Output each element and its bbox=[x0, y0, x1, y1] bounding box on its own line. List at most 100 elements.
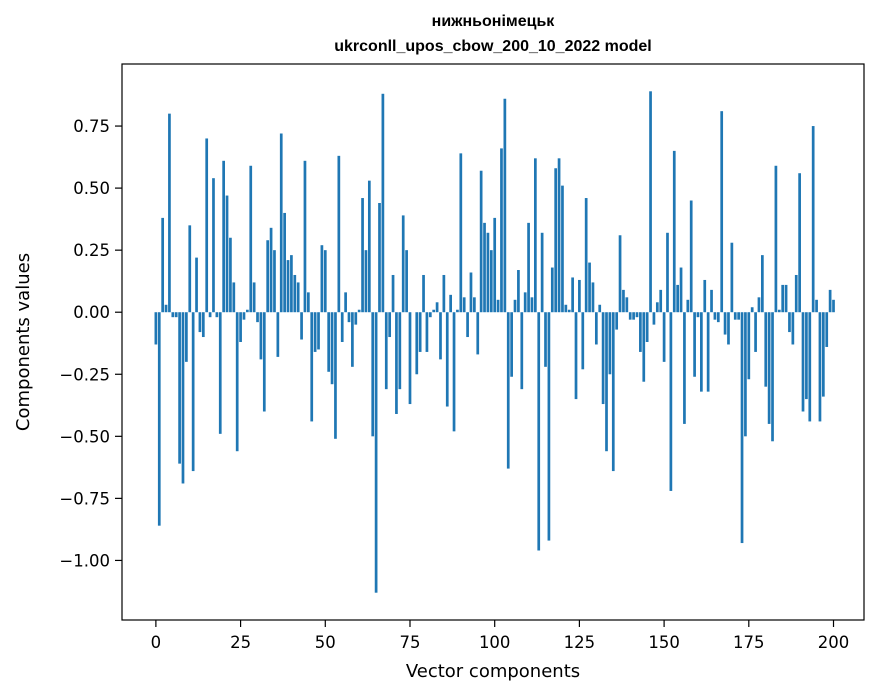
bar-119 bbox=[557, 158, 561, 313]
bar-93 bbox=[469, 272, 473, 313]
bar-134 bbox=[608, 312, 612, 375]
bar-133 bbox=[605, 312, 608, 452]
bar-99 bbox=[489, 250, 493, 313]
bar-143 bbox=[639, 312, 642, 352]
bar-160 bbox=[696, 312, 700, 318]
bar-159 bbox=[693, 312, 696, 377]
bar-186 bbox=[784, 284, 788, 313]
bar-19 bbox=[218, 312, 222, 434]
x-tick-label-75: 75 bbox=[399, 633, 420, 652]
bar-87 bbox=[449, 294, 453, 313]
bar-103 bbox=[503, 98, 507, 313]
bar-64 bbox=[371, 312, 375, 437]
bar-144 bbox=[642, 312, 646, 382]
bar-124 bbox=[574, 312, 578, 400]
bar-107 bbox=[517, 270, 520, 313]
bar-0 bbox=[154, 312, 158, 345]
bar-102 bbox=[500, 148, 503, 313]
bar-132 bbox=[601, 312, 605, 405]
bar-104 bbox=[506, 312, 510, 469]
bar-153 bbox=[672, 150, 676, 313]
bar-55 bbox=[340, 312, 344, 342]
y-axis-ticks: 0.75 0.50 0.25 0.00 −0.25 −0.50 −0.75 −1.00 bbox=[59, 117, 122, 570]
bar-126 bbox=[581, 312, 585, 370]
x-tick-label-175: 175 bbox=[733, 633, 765, 652]
bar-25 bbox=[239, 312, 242, 342]
bar-61 bbox=[361, 198, 364, 313]
bar-62 bbox=[364, 250, 368, 313]
bar-90 bbox=[459, 153, 463, 313]
bar-177 bbox=[754, 312, 757, 352]
bar-3 bbox=[164, 304, 168, 313]
bar-121 bbox=[564, 304, 568, 313]
bar-14 bbox=[201, 312, 205, 338]
bar-96 bbox=[479, 170, 483, 313]
bar-86 bbox=[445, 312, 449, 407]
bar-51 bbox=[327, 312, 331, 372]
bar-101 bbox=[496, 299, 500, 313]
bar-123 bbox=[571, 277, 574, 313]
plot-frame bbox=[121, 63, 865, 621]
bar-181 bbox=[767, 312, 771, 424]
bar-127 bbox=[584, 198, 588, 313]
bar-84 bbox=[439, 312, 442, 360]
bar-23 bbox=[232, 282, 236, 313]
bar-167 bbox=[720, 111, 724, 313]
bar-173 bbox=[740, 312, 744, 544]
bar-85 bbox=[442, 274, 446, 313]
bar-34 bbox=[269, 227, 273, 313]
bar-60 bbox=[357, 309, 361, 313]
bar-149 bbox=[659, 289, 663, 313]
bar-197 bbox=[821, 312, 825, 397]
bar-161 bbox=[700, 312, 703, 392]
x-tick-label-125: 125 bbox=[564, 633, 596, 652]
bar-118 bbox=[554, 168, 558, 313]
bar-8 bbox=[181, 312, 185, 484]
bar-112 bbox=[533, 158, 537, 313]
bar-115 bbox=[544, 312, 547, 367]
bar-120 bbox=[561, 185, 564, 313]
bar-198 bbox=[825, 312, 829, 347]
bar-75 bbox=[408, 312, 412, 405]
bar-83 bbox=[435, 302, 439, 313]
bar-187 bbox=[788, 312, 791, 333]
bar-67 bbox=[381, 93, 385, 313]
bar-183 bbox=[774, 165, 778, 313]
bar-170 bbox=[730, 242, 734, 313]
bar-27 bbox=[246, 309, 249, 313]
bar-185 bbox=[781, 284, 785, 313]
bar-191 bbox=[801, 312, 805, 412]
bar-10 bbox=[188, 225, 192, 313]
bar-113 bbox=[537, 312, 541, 551]
x-axis-label: Vector components bbox=[406, 661, 580, 682]
bar-109 bbox=[523, 292, 527, 313]
bar-7 bbox=[178, 312, 181, 464]
bar-179 bbox=[761, 255, 764, 313]
bar-79 bbox=[422, 274, 425, 313]
bar-66 bbox=[378, 203, 381, 313]
bar-200 bbox=[832, 299, 835, 313]
bar-22 bbox=[229, 237, 232, 313]
y-tick-label-7: −1.00 bbox=[59, 551, 110, 570]
chart-title-line-2: ukrconll_upos_cbow_200_10_2022 model bbox=[334, 38, 651, 55]
bar-168 bbox=[723, 312, 727, 335]
bar-31 bbox=[259, 312, 263, 360]
bar-6 bbox=[174, 312, 178, 318]
bar-42 bbox=[296, 282, 300, 313]
chart-title-line-1: нижньонімецьк bbox=[432, 13, 556, 30]
bar-125 bbox=[578, 279, 581, 313]
bar-140 bbox=[628, 312, 632, 320]
bar-139 bbox=[625, 297, 629, 313]
bar-68 bbox=[384, 312, 388, 390]
bar-1 bbox=[157, 312, 161, 526]
y-tick-label-2: 0.25 bbox=[73, 241, 110, 260]
bar-164 bbox=[710, 289, 713, 313]
bar-56 bbox=[344, 292, 347, 313]
bar-38 bbox=[283, 212, 286, 313]
bar-45 bbox=[306, 292, 310, 313]
bar-95 bbox=[476, 312, 480, 355]
x-tick-label-100: 100 bbox=[479, 633, 511, 652]
bar-165 bbox=[713, 312, 717, 320]
bar-13 bbox=[198, 312, 202, 333]
